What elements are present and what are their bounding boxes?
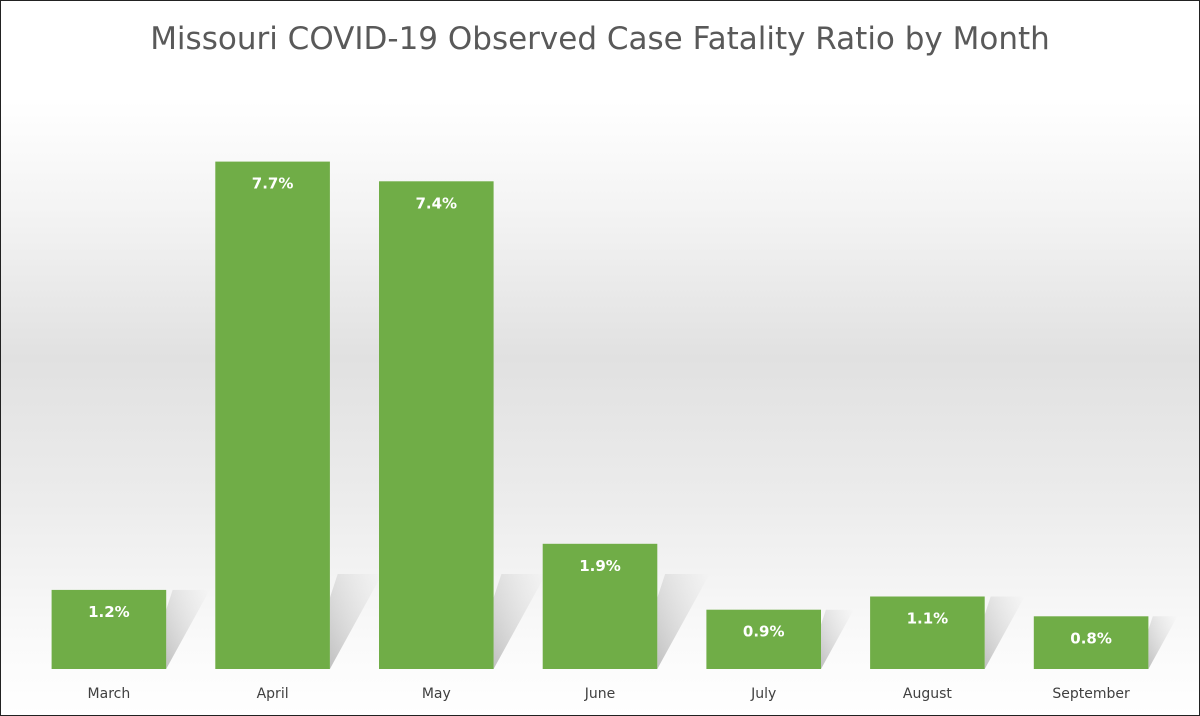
x-tick-label: September <box>1052 686 1130 702</box>
bar-july <box>706 609 821 669</box>
bar-shadow <box>657 574 710 669</box>
x-tick-label: August <box>903 686 953 702</box>
data-label: 1.1% <box>907 610 949 628</box>
data-label: 1.9% <box>579 557 621 575</box>
bar-shadow <box>329 574 383 669</box>
data-label: 7.7% <box>252 175 294 193</box>
bar-september <box>1033 616 1149 669</box>
data-label: 1.2% <box>88 603 130 621</box>
bar-june <box>542 543 658 669</box>
data-label: 0.8% <box>1070 629 1112 647</box>
bar-shadow <box>1148 616 1178 669</box>
data-label: 7.4% <box>415 194 457 212</box>
chart-title: Missouri COVID-19 Observed Case Fatality… <box>150 21 1050 57</box>
bar-shadow <box>821 609 854 669</box>
x-tick-label: May <box>422 686 451 702</box>
x-tick-label: March <box>88 686 131 702</box>
x-axis-tick-labels: March April May June July August September <box>88 686 1130 702</box>
bar-august <box>870 596 985 669</box>
bar-shadow <box>493 574 546 669</box>
x-tick-label: June <box>584 686 616 702</box>
bar-shadow <box>166 589 210 669</box>
data-labels: 1.2% 7.7% 7.4% 1.9% 0.9% 1.1% 0.8% <box>88 175 1112 648</box>
data-label: 0.9% <box>743 623 785 641</box>
bar-may <box>379 181 494 670</box>
x-tick-label: April <box>257 686 289 702</box>
bar-shadow <box>984 596 1025 669</box>
bar-march <box>51 589 167 669</box>
bar-shadows <box>166 574 1178 669</box>
bars <box>51 161 1149 670</box>
bar-april <box>215 161 330 669</box>
x-tick-label: July <box>750 686 776 702</box>
